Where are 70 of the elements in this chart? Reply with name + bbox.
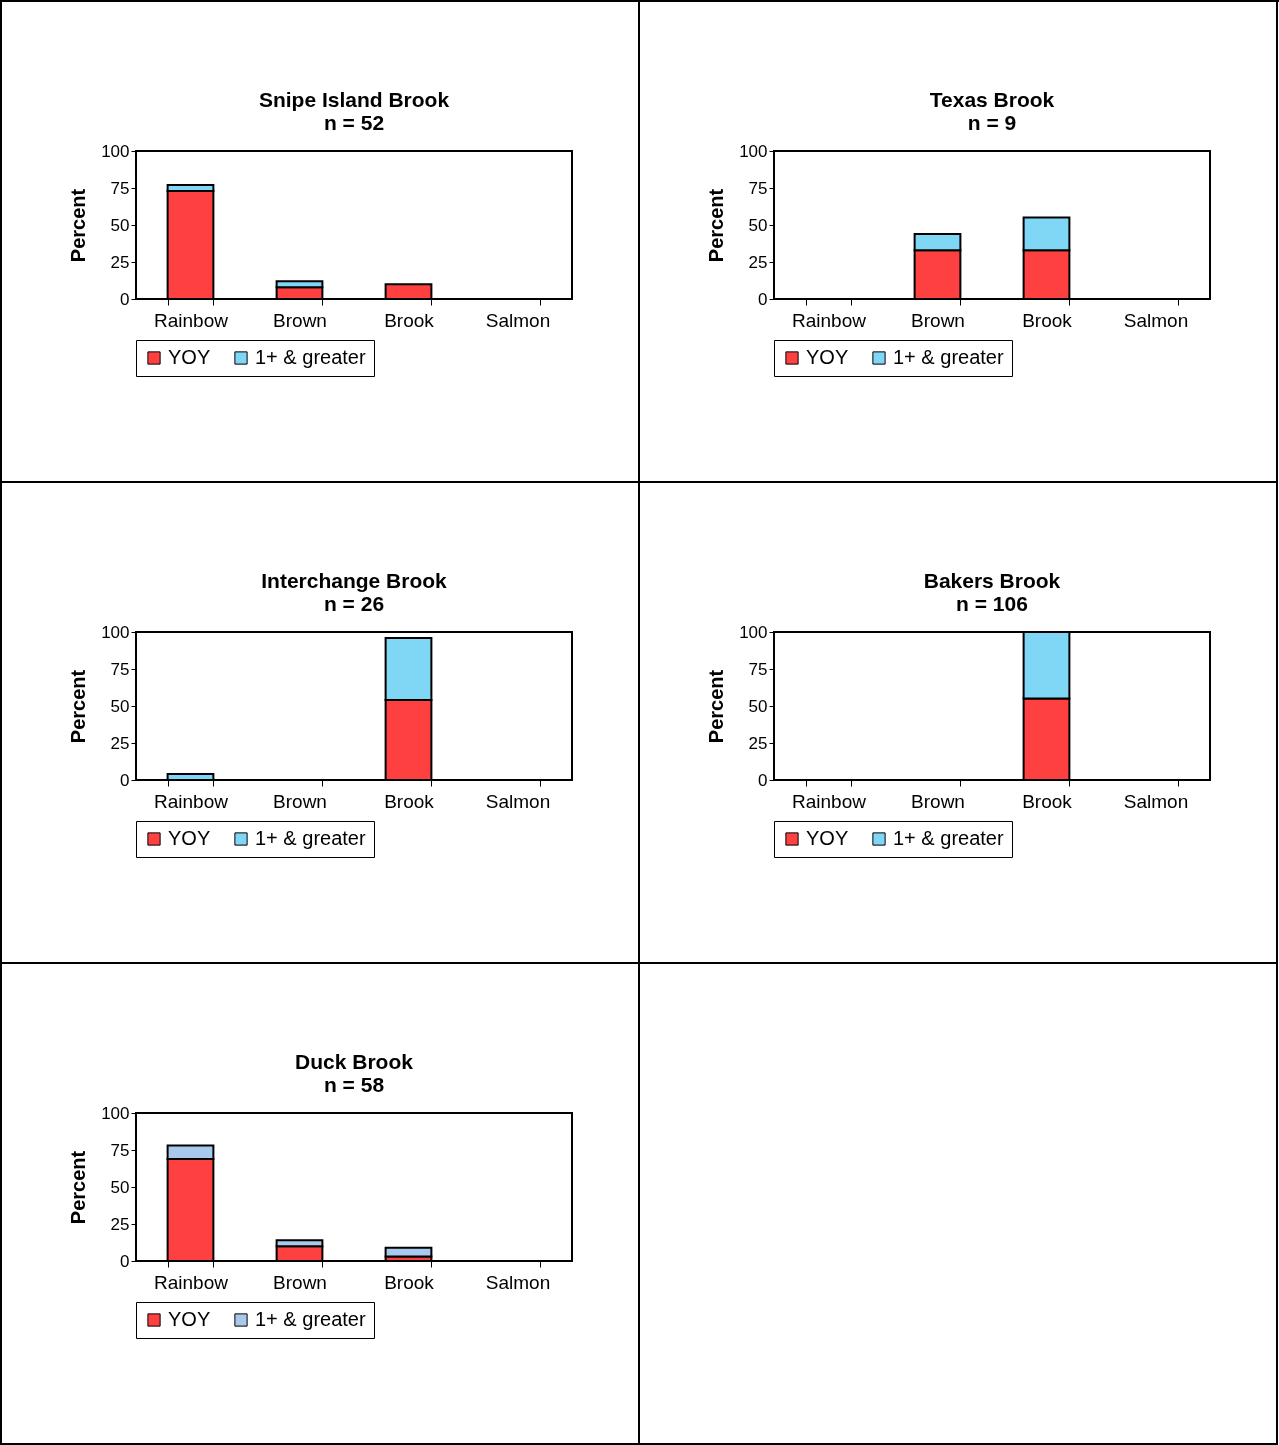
y-tick-label: 0 [120,289,130,309]
y-tick-label: 50 [110,1177,130,1197]
x-tick-label: Brook [384,309,435,331]
y-tick-label: 50 [748,696,768,716]
y-tick-label: 50 [110,696,130,716]
chart-title: Texas Brook [929,88,1055,111]
y-tick-label: 100 [101,622,130,642]
x-tick-label: Brook [384,1271,435,1293]
x-tick-label: Brown [911,790,965,812]
x-tick-label: Brown [911,309,965,331]
x-tick-label: Brown [273,309,327,331]
x-tick-label: Rainbow [154,790,229,812]
x-tick-label: Rainbow [154,1271,229,1293]
chart-subtitle: n = 52 [323,111,385,134]
y-tick-label: 25 [748,733,768,753]
x-tick-label: Salmon [1123,309,1189,331]
y-tick-label: 50 [110,215,130,235]
y-tick-label: 50 [748,215,768,235]
x-tick-label: Brook [1022,790,1073,812]
y-tick-label: 100 [101,1103,130,1123]
y-tick-label: 25 [748,252,768,272]
chart-subtitle: n = 26 [323,592,385,615]
legend-label: YOY [168,346,211,368]
y-tick-label: 100 [739,622,768,642]
x-tick-label: Brook [1022,309,1073,331]
y-axis-title: Percent [67,1150,90,1225]
chart-title: Bakers Brook [923,569,1061,592]
x-tick-label: Salmon [485,1271,551,1293]
legend-label: YOY [168,1308,211,1330]
y-tick-label: 0 [758,289,768,309]
x-tick-label: Rainbow [792,790,867,812]
legend-label: 1+ & greater [255,346,366,368]
y-axis-title: Percent [705,669,728,744]
y-tick-label: 25 [110,1214,130,1234]
y-tick-label: 0 [120,770,130,790]
y-tick-label: 100 [739,141,768,161]
legend-label: 1+ & greater [893,346,1004,368]
chart-title: Snipe Island Brook [258,88,450,111]
legend-label: YOY [168,827,211,849]
legend-label: YOY [806,346,849,368]
y-axis-title: Percent [67,188,90,263]
y-tick-label: 75 [748,659,768,679]
y-tick-label: 25 [110,733,130,753]
chart-subtitle: n = 9 [967,111,1017,134]
y-tick-label: 100 [101,141,130,161]
legend-label: 1+ & greater [255,1308,366,1330]
y-tick-label: 75 [110,178,130,198]
y-tick-label: 75 [110,1140,130,1160]
x-tick-label: Rainbow [792,309,867,331]
y-axis-title: Percent [705,188,728,263]
chart-title: Interchange Brook [261,569,448,592]
x-tick-label: Brown [273,790,327,812]
y-tick-label: 25 [110,252,130,272]
x-tick-label: Brook [384,790,435,812]
y-tick-label: 75 [748,178,768,198]
x-tick-label: Rainbow [154,309,229,331]
x-tick-label: Salmon [485,790,551,812]
legend-label: 1+ & greater [893,827,1004,849]
chart-subtitle: n = 106 [956,592,1028,615]
y-tick-label: 0 [120,1251,130,1271]
y-tick-label: 0 [758,770,768,790]
legend-label: 1+ & greater [255,827,366,849]
chart-subtitle: n = 58 [323,1073,385,1096]
x-tick-label: Salmon [1123,790,1189,812]
y-axis-title: Percent [67,669,90,744]
chart-title: Duck Brook [295,1050,414,1073]
x-tick-label: Brown [273,1271,327,1293]
y-tick-label: 75 [110,659,130,679]
x-tick-label: Salmon [485,309,551,331]
legend-label: YOY [806,827,849,849]
